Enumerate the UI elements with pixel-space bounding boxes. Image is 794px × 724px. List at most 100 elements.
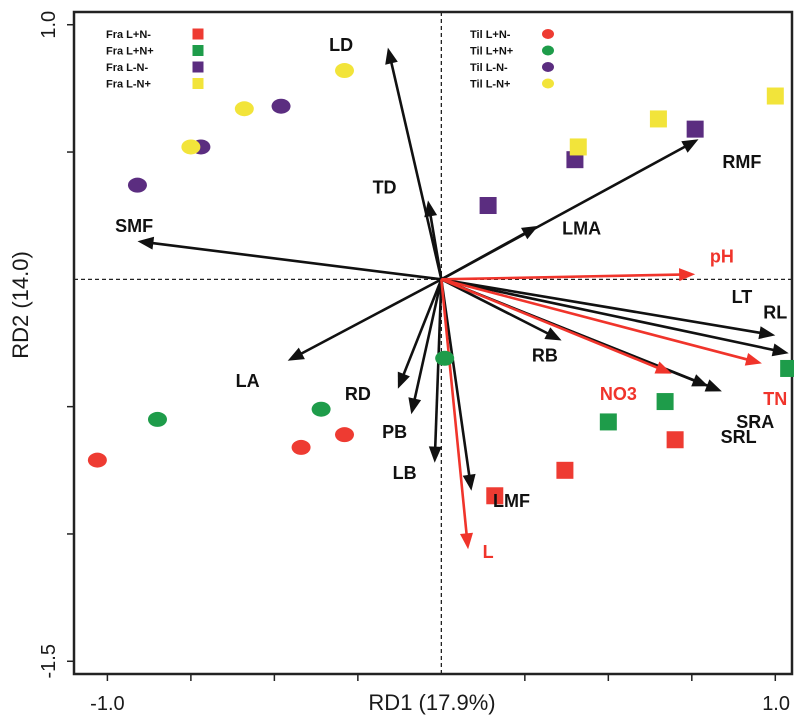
legend-label: Fra L+N-: [106, 29, 151, 41]
vector-arrowhead-lb: [428, 446, 442, 463]
vector-line-la: [299, 278, 442, 356]
vector-line-tn: [441, 278, 749, 362]
vector-label-rb: RB: [532, 346, 558, 366]
til-point: [335, 427, 355, 443]
vector-line-ld: [389, 60, 443, 280]
legend-label: Til L+N-: [470, 29, 511, 41]
vector-line-rb: [440, 278, 550, 336]
legend-swatch: [192, 45, 204, 56]
legend-swatch: [542, 45, 554, 56]
vector-arrowhead-sra: [704, 379, 722, 392]
legend-label: Fra L+N+: [106, 46, 154, 58]
vector-line-td: [429, 214, 443, 280]
til-point: [181, 139, 201, 155]
vector-arrowhead-rb: [544, 327, 562, 341]
vector-line-rd: [401, 278, 443, 377]
vector-label-pb: PB: [382, 422, 407, 442]
x-axis-title: RD1 (17.9%): [368, 690, 495, 715]
vector-label-rmf: RMF: [722, 152, 761, 172]
sample-points: [87, 63, 794, 505]
vector-label-lma: LMA: [562, 218, 601, 238]
vector-arrowhead-no3: [654, 361, 672, 374]
x-tick-label: 1.0: [762, 693, 790, 715]
fra-point: [479, 197, 497, 215]
vector-line-rl: [441, 278, 776, 352]
vector-line-lb: [433, 279, 443, 449]
legend-swatch: [192, 78, 204, 89]
legend-label: Fra L-N-: [106, 62, 149, 74]
y-axis-title: RD2 (14.0): [8, 251, 33, 359]
vector-arrowhead-srl: [691, 374, 709, 387]
x-tick-label: -1.0: [90, 693, 124, 715]
vector-line-rmf: [440, 144, 687, 281]
axis-ticks: -1.0 1.0 1.0 -1.5: [38, 11, 790, 715]
vector-label-srl: SRL: [721, 427, 757, 447]
y-tick-label: -1.5: [38, 644, 60, 678]
plot-frame: [72, 10, 794, 676]
til-point: [147, 411, 167, 427]
vector-label-lmf: LMF: [493, 491, 530, 511]
vector-line-l: [440, 279, 468, 536]
til-point: [435, 350, 455, 366]
vector-label-ph: pH: [710, 246, 734, 266]
vector-arrowhead-rl: [771, 343, 789, 357]
vector-line-no3: [440, 278, 660, 370]
vector-label-rd: RD: [345, 384, 371, 404]
vector-arrowhead-lt: [758, 326, 776, 340]
vector-arrowhead-la: [287, 347, 305, 361]
vector-arrowhead-pb: [408, 397, 422, 415]
til-point: [291, 439, 311, 455]
til-point: [87, 452, 107, 468]
fra-point: [649, 110, 667, 128]
legend-swatch: [542, 62, 554, 72]
legend-swatch: [192, 61, 204, 73]
fra-point: [766, 87, 784, 105]
vector-label-ld: LD: [329, 35, 353, 55]
legend-label: Til L-N+: [470, 79, 510, 91]
vector-arrows: [137, 47, 789, 550]
vector-line-smf: [151, 241, 442, 281]
vector-label-no3: NO3: [600, 384, 637, 404]
vector-arrowhead-rd: [397, 371, 410, 389]
legend-label: Til L-N-: [470, 62, 508, 74]
vector-line-ph: [441, 273, 682, 281]
vector-arrowhead-td: [424, 200, 438, 218]
fra-point: [686, 120, 704, 138]
fra-point: [556, 461, 574, 479]
legend-label: Til L+N+: [470, 46, 513, 58]
til-point: [335, 63, 355, 79]
til-point: [127, 177, 147, 193]
vector-arrowhead-rmf: [681, 139, 699, 153]
til-point: [271, 98, 291, 114]
vector-label-rl: RL: [763, 302, 787, 322]
legend-label: Fra L-N+: [106, 79, 151, 91]
y-tick-label: 1.0: [38, 11, 60, 39]
vector-line-lmf: [440, 279, 471, 477]
vector-label-td: TD: [373, 178, 397, 198]
vector-label-sra: SRA: [736, 412, 774, 432]
legend-swatch: [542, 29, 554, 39]
vector-arrowhead-ph: [679, 268, 696, 282]
vector-label-lt: LT: [732, 287, 753, 307]
vector-label-lb: LB: [393, 463, 417, 483]
vector-label-smf: SMF: [115, 216, 153, 236]
vector-line-lt: [441, 278, 762, 335]
fra-point: [656, 393, 674, 411]
fra-point: [486, 487, 504, 505]
vector-arrowhead-l: [460, 532, 473, 550]
vector-label-tn: TN: [763, 389, 787, 409]
vector-label-l: L: [483, 542, 494, 562]
fra-point: [666, 431, 684, 449]
fra-point: [599, 413, 617, 431]
legend-swatch: [542, 78, 554, 89]
vector-arrowhead-smf: [137, 236, 155, 250]
til-point: [234, 101, 254, 117]
til-point: [311, 401, 331, 417]
vector-label-la: LA: [236, 371, 260, 391]
vector-line-pb: [413, 279, 443, 401]
vector-arrowhead-tn: [744, 353, 762, 366]
fra-point: [780, 359, 794, 377]
fra-point: [569, 138, 587, 156]
